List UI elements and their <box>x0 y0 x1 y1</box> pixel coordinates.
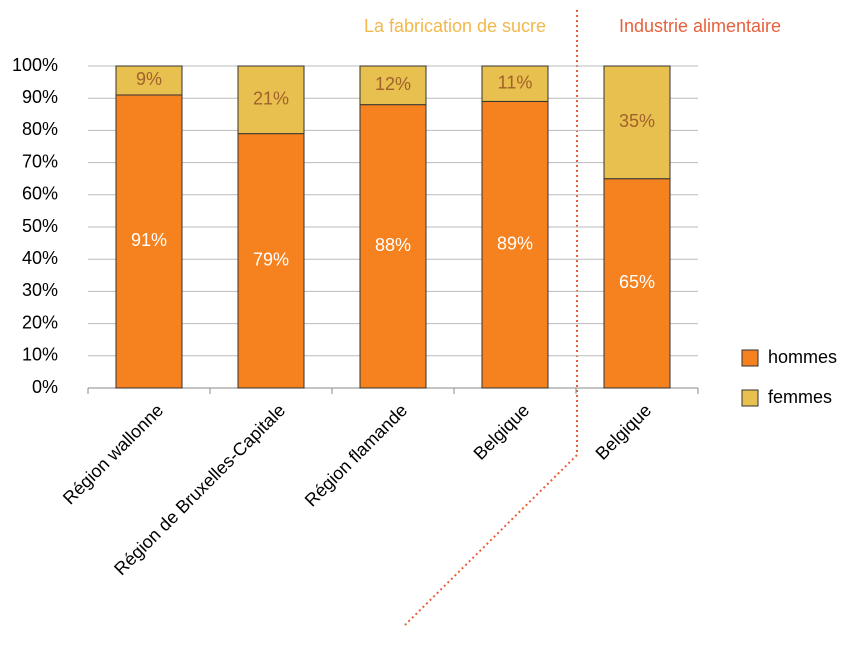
legend-swatch <box>741 349 759 367</box>
annotation: Industrie alimentaire <box>619 16 781 36</box>
y-tick-label: 20% <box>22 312 58 332</box>
value-label: 91% <box>131 230 167 250</box>
value-label: 35% <box>619 111 655 131</box>
y-tick-label: 70% <box>22 151 58 171</box>
legend-label: femmes <box>768 387 832 407</box>
x-tick-label: Région flamande <box>301 400 411 510</box>
y-tick-label: 30% <box>22 280 58 300</box>
legend-label: hommes <box>768 347 837 367</box>
value-label: 79% <box>253 250 289 270</box>
y-tick-label: 0% <box>32 377 58 397</box>
divider <box>404 10 578 626</box>
bar-segment <box>603 65 671 180</box>
y-tick-label: 50% <box>22 216 58 236</box>
legend-swatch <box>741 389 759 407</box>
bar-segment <box>359 65 427 106</box>
bar-segment <box>481 100 549 389</box>
bar-segment <box>359 104 427 389</box>
value-label: 11% <box>498 72 533 92</box>
value-label: 65% <box>619 272 655 292</box>
bar-segment <box>237 65 305 135</box>
bar-segment <box>481 65 549 102</box>
y-tick-label: 100% <box>12 55 58 75</box>
bar-segment <box>115 94 183 389</box>
y-tick-label: 10% <box>22 345 58 365</box>
x-tick-label: Région wallonne <box>59 400 167 508</box>
bar-segment <box>237 133 305 389</box>
bar-segment <box>115 65 183 96</box>
value-label: 9% <box>136 69 162 89</box>
y-tick-label: 40% <box>22 248 58 268</box>
x-tick-label: Belgique <box>470 400 534 464</box>
value-label: 12% <box>375 74 411 94</box>
y-tick-label: 90% <box>22 87 58 107</box>
value-label: 88% <box>375 235 411 255</box>
value-label: 89% <box>497 233 533 253</box>
x-tick-label: Belgique <box>592 400 656 464</box>
value-label: 21% <box>253 89 289 109</box>
y-tick-label: 80% <box>22 119 58 139</box>
annotation: La fabrication de sucre <box>364 16 546 36</box>
y-tick-label: 60% <box>22 184 58 204</box>
